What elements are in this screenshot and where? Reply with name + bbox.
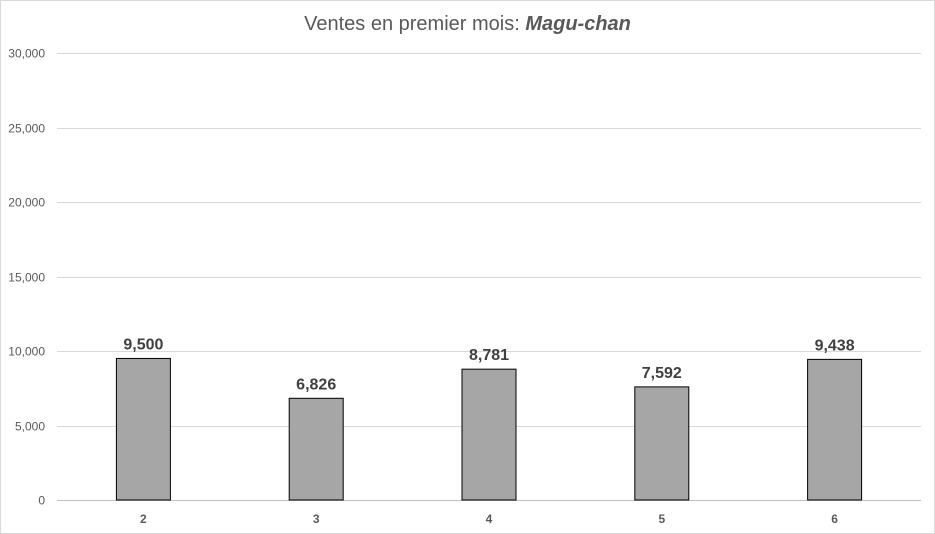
chart-title-emphasis: Magu-chan <box>525 13 631 35</box>
x-tick-label: 3 <box>313 512 320 526</box>
x-tick-label: 4 <box>486 512 493 526</box>
y-tick-label: 10,000 <box>8 345 45 359</box>
chart-title: Ventes en premier mois: Magu-chan <box>1 13 934 36</box>
bar <box>115 357 171 501</box>
data-label: 6,826 <box>296 376 336 393</box>
y-tick-label: 15,000 <box>8 271 45 285</box>
chart-title-prefix: Ventes en premier mois: <box>304 13 526 35</box>
y-tick-label: 20,000 <box>8 196 45 210</box>
y-tick-label: 0 <box>38 494 45 508</box>
y-tick-label: 25,000 <box>8 122 45 136</box>
y-tick-label: 30,000 <box>8 47 45 61</box>
x-tick-label: 5 <box>658 512 665 526</box>
bar <box>634 386 690 501</box>
bar <box>288 397 344 501</box>
bar <box>807 358 863 501</box>
x-tick-label: 6 <box>831 512 838 526</box>
bar <box>461 368 517 501</box>
data-label: 9,500 <box>123 336 163 353</box>
data-label: 8,781 <box>469 347 509 364</box>
y-tick-label: 5,000 <box>15 420 45 434</box>
data-label: 7,592 <box>642 365 682 382</box>
data-label: 9,438 <box>815 337 855 354</box>
x-tick-label: 2 <box>140 512 147 526</box>
